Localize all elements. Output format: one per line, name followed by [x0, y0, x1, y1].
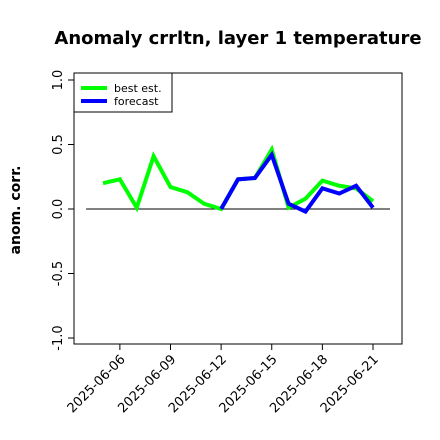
y-axis-label: anom. corr.: [8, 166, 24, 255]
y-tick-label: -1.0: [51, 325, 66, 350]
series-line-forecast: [219, 150, 375, 215]
y-axis: -1.0 -0.5 0.0 0.5 1.0: [51, 70, 74, 351]
legend: best est. forecast: [73, 72, 173, 113]
legend-box: [73, 72, 173, 113]
y-tick-label: 0.0: [51, 199, 66, 220]
plot-frame: [73, 72, 403, 345]
legend-label-forecast: forecast: [114, 95, 159, 108]
legend-label-best-est: best est.: [114, 82, 162, 95]
chart-title: Anomaly crrltn, layer 1 temperature: [54, 28, 421, 49]
series-layer: [102, 144, 375, 215]
x-axis: 2025-06-062025-06-092025-06-122025-06-15…: [65, 344, 382, 416]
y-tick-label: -0.5: [51, 261, 66, 286]
y-tick-label: 0.5: [51, 134, 66, 155]
y-tick-label: 1.0: [51, 70, 66, 91]
